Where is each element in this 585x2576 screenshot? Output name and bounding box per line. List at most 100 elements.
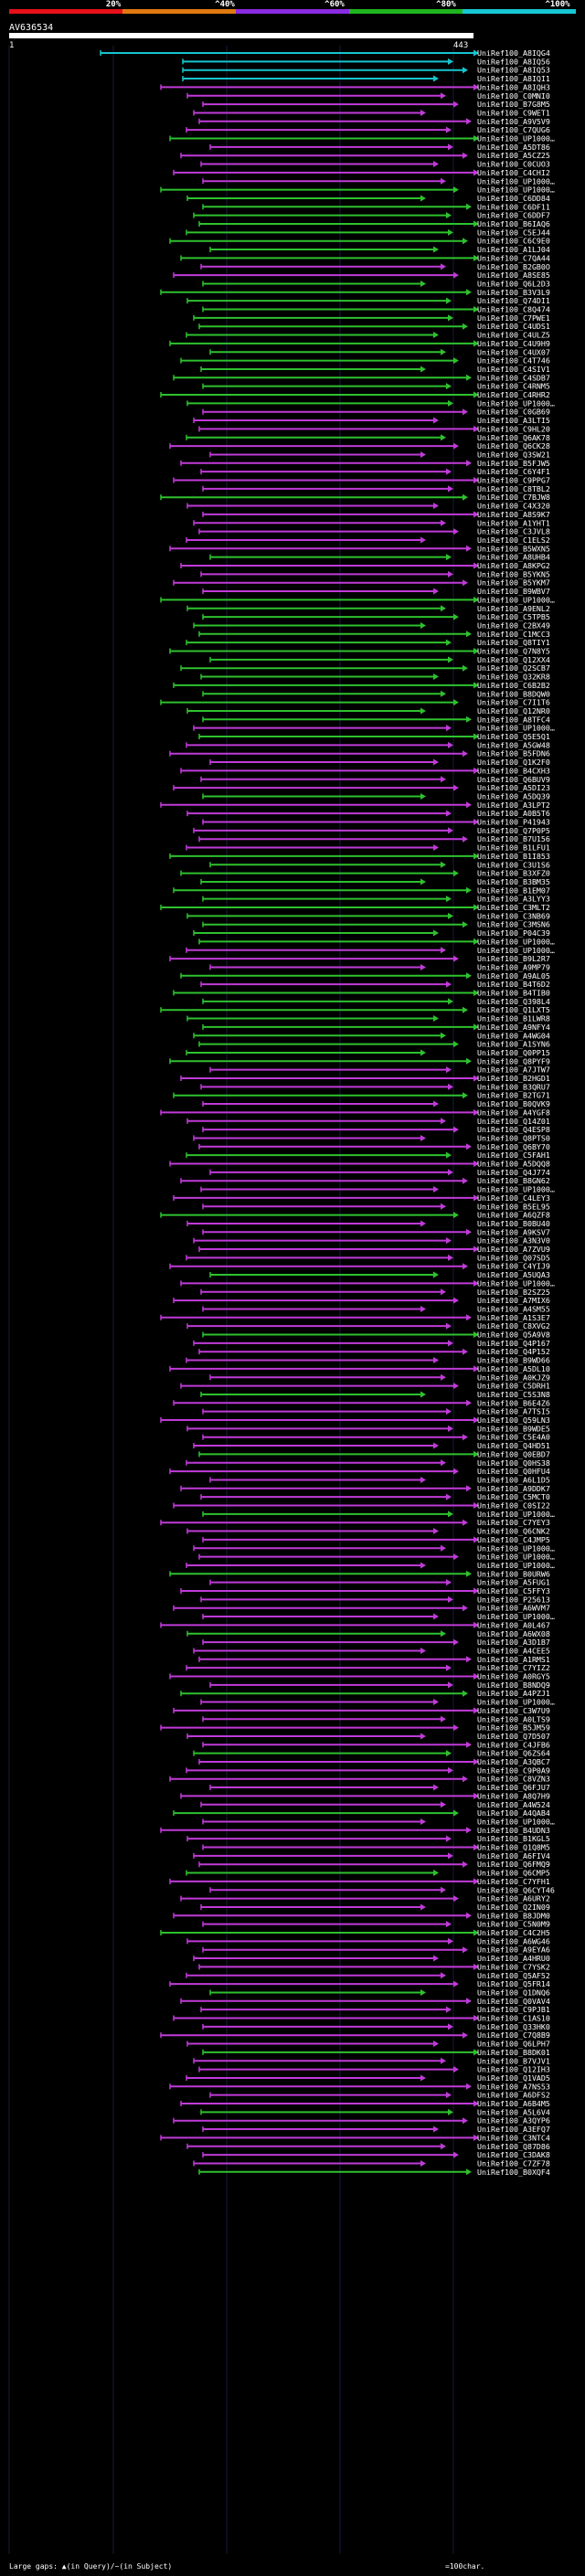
hit-label[interactable]: UniRef100_A1LJ04 bbox=[477, 245, 550, 254]
hit-label[interactable]: UniRef100_A3LYY3 bbox=[477, 895, 550, 904]
hit-label[interactable]: UniRef100_A4WG04 bbox=[477, 1031, 550, 1040]
hit-label[interactable]: UniRef100_B4T6D2 bbox=[477, 980, 550, 989]
hit-label[interactable]: UniRef100_C9PPG7 bbox=[477, 476, 550, 485]
hit-label[interactable]: UniRef100_A0B5T6 bbox=[477, 809, 550, 818]
hit-label[interactable]: UniRef100_UP1000… bbox=[477, 186, 555, 195]
hit-label[interactable]: UniRef100_C7I1T6 bbox=[477, 698, 550, 707]
hit-label[interactable]: UniRef100_C7ZF78 bbox=[477, 2158, 550, 2168]
hit-label[interactable]: UniRef100_C3NB69 bbox=[477, 911, 550, 920]
hit-label[interactable]: UniRef100_A8S9K7 bbox=[477, 510, 550, 519]
hit-label[interactable]: UniRef100_C6C9E0 bbox=[477, 237, 550, 246]
hit-label[interactable]: UniRef100_B9WDE5 bbox=[477, 1424, 550, 1433]
hit-label[interactable]: UniRef100_B8GN62 bbox=[477, 1176, 550, 1185]
hit-label[interactable]: UniRef100_A5L6V4 bbox=[477, 2107, 550, 2116]
hit-label[interactable]: UniRef100_A7ZVU9 bbox=[477, 1245, 550, 1254]
hit-label[interactable]: UniRef100_Q8TIY1 bbox=[477, 638, 550, 647]
hit-label[interactable]: UniRef100_Q5FR14 bbox=[477, 1979, 550, 1988]
hit-label[interactable]: UniRef100_A7TSI5 bbox=[477, 1407, 550, 1416]
hit-label[interactable]: UniRef100_B6E4Z6 bbox=[477, 1398, 550, 1407]
hit-label[interactable]: UniRef100_B9WBV7 bbox=[477, 587, 550, 596]
hit-label[interactable]: UniRef100_Q5E5Q1 bbox=[477, 732, 550, 741]
hit-label[interactable]: UniRef100_Q32KR8 bbox=[477, 673, 550, 682]
hit-label[interactable]: UniRef100_Q2SCB7 bbox=[477, 663, 550, 673]
hit-label[interactable]: UniRef100_B8JDM0 bbox=[477, 1911, 550, 1920]
hit-label[interactable]: UniRef100_Q4P167 bbox=[477, 1339, 550, 1348]
hit-label[interactable]: UniRef100_A1RMS1 bbox=[477, 1655, 550, 1664]
hit-label[interactable]: UniRef100_B2GB0O bbox=[477, 262, 550, 271]
hit-label[interactable]: UniRef100_A4CEE5 bbox=[477, 1646, 550, 1655]
hit-label[interactable]: UniRef100_A9ENL2 bbox=[477, 604, 550, 613]
hit-label[interactable]: UniRef100_C8Q474 bbox=[477, 305, 550, 314]
hit-label[interactable]: UniRef100_Q3SW21 bbox=[477, 450, 550, 459]
hit-label[interactable]: UniRef100_A3QYP6 bbox=[477, 2116, 550, 2125]
hit-label[interactable]: UniRef100_A3D1B7 bbox=[477, 1638, 550, 1647]
hit-label[interactable]: UniRef100_Q6CYT46 bbox=[477, 1885, 555, 1894]
hit-label[interactable]: UniRef100_C5DRH1 bbox=[477, 1382, 550, 1391]
hit-label[interactable]: UniRef100_Q6LPH7 bbox=[477, 2040, 550, 2049]
hit-label[interactable]: UniRef100_UP1000… bbox=[477, 937, 555, 946]
hit-label[interactable]: UniRef100_A8IQG4 bbox=[477, 48, 550, 58]
hit-label[interactable]: UniRef100_C8TBL2 bbox=[477, 484, 550, 493]
hit-label[interactable]: UniRef100_Q74DI1 bbox=[477, 296, 550, 305]
hit-label[interactable]: UniRef100_C4RNM5 bbox=[477, 382, 550, 391]
hit-label[interactable]: UniRef100_C7QUG6 bbox=[477, 125, 550, 134]
hit-label[interactable]: UniRef100_Q0EBD7 bbox=[477, 1449, 550, 1458]
hit-label[interactable]: UniRef100_C2BX49 bbox=[477, 620, 550, 630]
hit-label[interactable]: UniRef100_C4LEY3 bbox=[477, 1193, 550, 1203]
hit-label[interactable]: UniRef100_B7U156 bbox=[477, 834, 550, 843]
hit-label[interactable]: UniRef100_UP1000… bbox=[477, 1185, 555, 1194]
hit-label[interactable]: UniRef100_C4YIJ9 bbox=[477, 1262, 550, 1271]
hit-label[interactable]: UniRef100_A5CZ25 bbox=[477, 151, 550, 160]
hit-label[interactable]: UniRef100_C1ELS2 bbox=[477, 535, 550, 545]
hit-label[interactable]: UniRef100_Q1K2F0 bbox=[477, 758, 550, 767]
hit-label[interactable]: UniRef100_B8NDQ9 bbox=[477, 1680, 550, 1690]
hit-label[interactable]: UniRef100_A9NFY4 bbox=[477, 1023, 550, 1032]
hit-label[interactable]: UniRef100_Q5A9V8 bbox=[477, 1330, 550, 1340]
hit-label[interactable]: UniRef100_Q4HD51 bbox=[477, 1441, 550, 1450]
hit-label[interactable]: UniRef100_Q59LN3 bbox=[477, 1415, 550, 1425]
hit-label[interactable]: UniRef100_UP1000… bbox=[477, 1543, 555, 1553]
hit-label[interactable]: UniRef100_Q1VAD5 bbox=[477, 2073, 550, 2083]
hit-label[interactable]: UniRef100_A5DQQ8 bbox=[477, 1160, 550, 1169]
hit-label[interactable]: UniRef100_B2TG71 bbox=[477, 1091, 550, 1100]
hit-label[interactable]: UniRef100_C6Y4F1 bbox=[477, 467, 550, 476]
hit-label[interactable]: UniRef100_B4UDN3 bbox=[477, 1826, 550, 1835]
hit-label[interactable]: UniRef100_A6B4M5 bbox=[477, 2099, 550, 2108]
hit-label[interactable]: UniRef100_C5FFY3 bbox=[477, 1586, 550, 1595]
hit-label[interactable]: UniRef100_P41943 bbox=[477, 818, 550, 827]
hit-label[interactable]: UniRef100_C4CHI2 bbox=[477, 168, 550, 177]
hit-label[interactable]: UniRef100_B4TIB0 bbox=[477, 989, 550, 998]
hit-label[interactable]: UniRef100_A5DI23 bbox=[477, 783, 550, 792]
hit-label[interactable]: UniRef100_B2SZ25 bbox=[477, 1288, 550, 1297]
hit-label[interactable]: UniRef100_A6WVM7 bbox=[477, 1604, 550, 1613]
hit-label[interactable]: UniRef100_P04C39 bbox=[477, 928, 550, 938]
hit-label[interactable]: UniRef100_C7Q8B9 bbox=[477, 2030, 550, 2040]
hit-label[interactable]: UniRef100_UP1000… bbox=[477, 1553, 555, 1562]
hit-label[interactable]: UniRef100_Q0PP15 bbox=[477, 1048, 550, 1057]
hit-label[interactable]: UniRef100_C4SDB7 bbox=[477, 373, 550, 382]
hit-label[interactable]: UniRef100_A7JTW7 bbox=[477, 1065, 550, 1075]
hit-label[interactable]: UniRef100_Q7N8Y5 bbox=[477, 647, 550, 656]
hit-label[interactable]: UniRef100_A9KSV7 bbox=[477, 1227, 550, 1236]
hit-label[interactable]: UniRef100_Q4ESP8 bbox=[477, 1125, 550, 1134]
hit-label[interactable]: UniRef100_A8IQI1 bbox=[477, 74, 550, 83]
hit-label[interactable]: UniRef100_A6WX08 bbox=[477, 1629, 550, 1638]
hit-label[interactable]: UniRef100_Q87D86 bbox=[477, 2142, 550, 2151]
hit-label[interactable]: UniRef100_A8SE85 bbox=[477, 270, 550, 280]
hit-label[interactable]: UniRef100_C7YFH1 bbox=[477, 1877, 550, 1886]
hit-label[interactable]: UniRef100_C1AS10 bbox=[477, 2014, 550, 2023]
hit-label[interactable]: UniRef100_Q6FMQ9 bbox=[477, 1860, 550, 1869]
hit-label[interactable]: UniRef100_B0BU40 bbox=[477, 1219, 550, 1228]
hit-label[interactable]: UniRef100_B0QVK9 bbox=[477, 1099, 550, 1108]
hit-label[interactable]: UniRef100_Q6CNK2 bbox=[477, 1527, 550, 1536]
hit-label[interactable]: UniRef100_B0URW6 bbox=[477, 1569, 550, 1578]
hit-label[interactable]: UniRef100_Q4P152 bbox=[477, 1347, 550, 1356]
hit-label[interactable]: UniRef100_A4YGF8 bbox=[477, 1108, 550, 1117]
hit-label[interactable]: UniRef100_B9L2R7 bbox=[477, 954, 550, 963]
hit-label[interactable]: UniRef100_B5FDN6 bbox=[477, 749, 550, 758]
hit-label[interactable]: UniRef100_C4C2H5 bbox=[477, 1928, 550, 1937]
hit-label[interactable]: UniRef100_Q0VAV4 bbox=[477, 1997, 550, 2006]
hit-label[interactable]: UniRef100_C5FAH1 bbox=[477, 1150, 550, 1160]
hit-label[interactable]: UniRef100_B7VJV1 bbox=[477, 2056, 550, 2065]
hit-label[interactable]: UniRef100_C1MCC3 bbox=[477, 630, 550, 639]
